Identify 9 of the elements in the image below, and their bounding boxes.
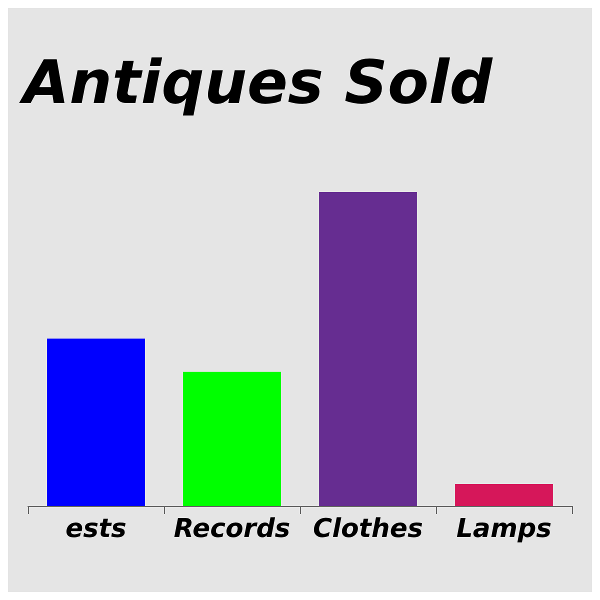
bar bbox=[455, 484, 553, 506]
chart-title: Antiques Sold bbox=[19, 48, 494, 118]
bar bbox=[183, 372, 281, 506]
bar bbox=[319, 192, 417, 506]
x-tick-label: Clothes bbox=[313, 514, 423, 544]
bar bbox=[47, 338, 145, 506]
x-tick-label: Lamps bbox=[456, 514, 552, 544]
x-tick-label: Records bbox=[174, 514, 290, 544]
x-tick-label: ests bbox=[65, 514, 127, 544]
